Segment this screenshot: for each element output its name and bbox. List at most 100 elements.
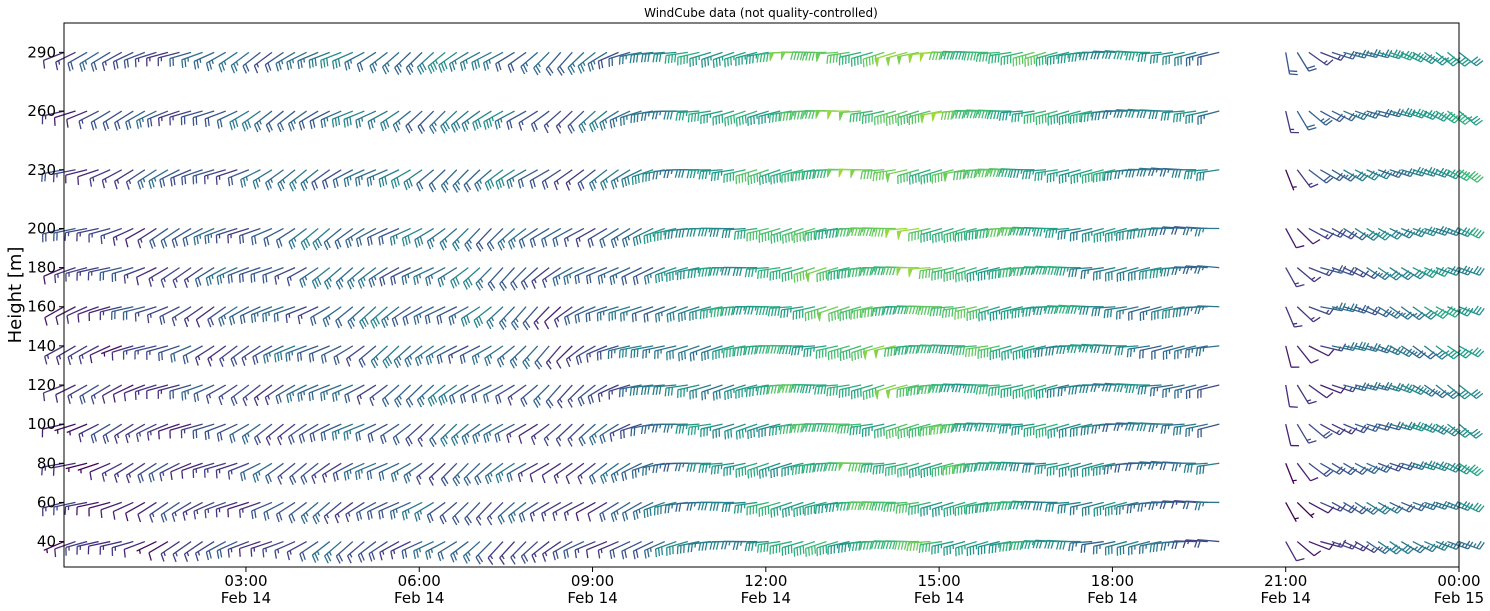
wind-barb — [1184, 345, 1208, 359]
wind-barb — [721, 227, 746, 239]
wind-barb — [413, 540, 434, 560]
wind-barb — [555, 110, 573, 134]
wind-barb — [723, 462, 746, 477]
wind-barb — [484, 462, 504, 485]
wind-barb — [632, 501, 654, 521]
wind-barb — [447, 345, 469, 364]
wind-barb — [943, 501, 966, 518]
wind-barb — [475, 541, 492, 565]
wind-barb — [567, 384, 585, 408]
wind-barb — [125, 169, 146, 190]
wind-barb — [273, 306, 296, 323]
wind-barb — [837, 423, 862, 434]
wind-barb — [654, 266, 677, 284]
wind-barb — [1091, 306, 1116, 317]
wind-barb — [216, 540, 238, 559]
wind-barb — [125, 227, 146, 248]
wind-barb — [393, 345, 412, 369]
wind-barb — [483, 110, 504, 130]
wind-barb — [366, 462, 388, 481]
wind-barb — [920, 501, 943, 517]
wind-barb — [158, 345, 180, 362]
wind-barb — [394, 51, 412, 76]
y-tick-label: 140 — [27, 337, 56, 355]
wind-barb — [286, 51, 307, 71]
wind-barb — [1424, 266, 1451, 277]
wind-barb — [1116, 540, 1139, 556]
wind-barb — [1114, 345, 1139, 356]
wind-barb — [367, 110, 388, 130]
wind-barb — [689, 51, 712, 67]
wind-barb — [588, 462, 608, 485]
wind-barb — [531, 267, 550, 289]
wind-barb — [839, 345, 862, 361]
wind-barb — [65, 266, 88, 282]
wind-barb — [781, 169, 804, 184]
wind-barb — [207, 306, 227, 328]
wind-barb — [744, 266, 769, 278]
wind-barb — [620, 423, 642, 440]
wind-barb — [884, 227, 908, 239]
wind-barb — [429, 110, 446, 134]
wind-barb — [229, 110, 250, 131]
wind-barb — [701, 51, 723, 68]
wind-barb — [1172, 110, 1197, 123]
wind-barb — [204, 110, 226, 128]
wind-barb — [424, 306, 446, 325]
wind-barb — [436, 345, 458, 365]
wind-barb — [390, 540, 411, 560]
wind-barb — [1366, 306, 1393, 318]
wind-barb — [643, 306, 665, 323]
wind-barb — [405, 423, 423, 447]
wind-barb — [355, 110, 377, 129]
wind-barb — [610, 462, 631, 483]
wind-barb — [1296, 423, 1317, 444]
wind-barb — [429, 423, 446, 448]
wind-barb — [137, 169, 157, 190]
wind-barb — [585, 306, 608, 323]
wind-barb — [486, 306, 504, 330]
wind-barb — [170, 169, 192, 187]
wind-barb — [677, 345, 700, 362]
wind-barb — [53, 227, 76, 242]
wind-barb — [99, 266, 122, 281]
wind-barb — [404, 345, 423, 368]
wind-barb — [724, 110, 746, 127]
wind-barb — [1023, 423, 1047, 438]
wind-barb — [1174, 384, 1197, 399]
wind-barb — [533, 306, 550, 330]
wind-barb — [608, 306, 631, 322]
wind-barb — [1354, 540, 1381, 554]
wind-barb — [896, 227, 920, 240]
wind-barb — [413, 267, 434, 286]
wind-barb — [475, 267, 492, 291]
wind-barb — [54, 266, 76, 284]
wind-barb — [122, 345, 146, 360]
wind-barb — [321, 462, 342, 483]
wind-barb — [1296, 52, 1317, 72]
wind-barb — [193, 227, 215, 246]
wind-barb — [1047, 110, 1070, 126]
wind-barb — [1069, 227, 1093, 242]
wind-barb — [1197, 423, 1220, 438]
wind-barb — [450, 267, 469, 289]
wind-barb — [664, 384, 688, 397]
wind-barb — [793, 540, 816, 557]
wind-barb — [1183, 169, 1208, 180]
wind-barb — [988, 51, 1012, 64]
wind-barb — [1171, 169, 1197, 178]
wind-barb — [78, 423, 99, 443]
wind-barb — [169, 423, 192, 439]
x-tick-date-label: Feb 14 — [1260, 589, 1310, 607]
wind-barb — [298, 423, 319, 444]
wind-barb — [687, 110, 712, 123]
wind-barb — [275, 384, 296, 405]
wind-barb — [149, 227, 169, 249]
wind-barb — [227, 266, 250, 284]
wind-barb — [989, 345, 1012, 361]
wind-barb — [1149, 51, 1174, 64]
wind-barb — [53, 501, 76, 516]
wind-barb — [440, 462, 458, 487]
wind-barb — [1296, 501, 1315, 519]
wind-barb — [963, 384, 989, 394]
